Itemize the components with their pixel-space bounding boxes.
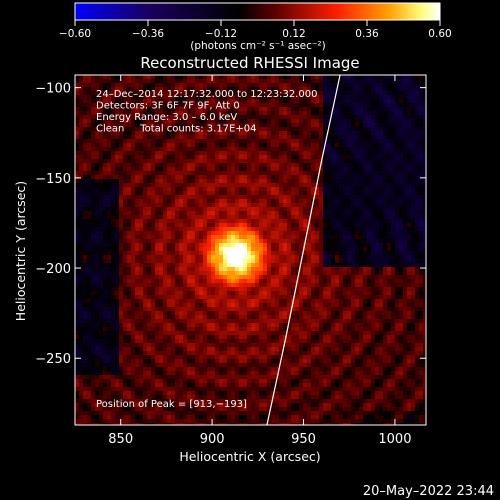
peak-position-label: Position of Peak = [913,−193] — [96, 399, 247, 410]
plot-frame — [74, 74, 427, 426]
x-tick-label: 850 — [108, 432, 133, 447]
colorbar-tick-label: 0.36 — [355, 28, 379, 40]
x-axis-ticks: 850 900 950 1000 — [108, 75, 411, 447]
colorbar-units-label: (photons cm⁻² s⁻¹ asec⁻²) — [190, 40, 325, 52]
colorbar-tick-label: −0.12 — [205, 28, 237, 40]
date-stamp: 20–May–2022 23:44 — [363, 484, 494, 499]
x-axis-title: Heliocentric X (arcsec) — [179, 449, 320, 464]
colorbar-tick-label: 0.60 — [428, 28, 451, 40]
colorbar-ticks: −0.60 −0.36 −0.12 0.12 0.36 0.60 — [59, 20, 452, 40]
colorbar: −0.60 −0.36 −0.12 0.12 0.36 0.60 (photons cm⁻… — [59, 2, 452, 52]
chart-title: Reconstructed RHESSI Image — [140, 54, 359, 72]
solar-limb-line — [266, 75, 341, 425]
colorbar-tick-label: −0.60 — [59, 28, 91, 40]
y-tick-label: −150 — [35, 172, 71, 187]
colorbar-gradient — [74, 2, 441, 21]
y-tick-label: −100 — [35, 82, 71, 97]
y-axis-title: Heliocentric Y (arcsec) — [13, 181, 28, 321]
y-tick-label: −200 — [35, 262, 71, 277]
y-axis-ticks: −100 −150 −200 −250 — [35, 82, 426, 367]
y-tick-label: −250 — [35, 352, 71, 367]
plot-area: 850 900 950 1000 −100 −150 −200 −250 — [35, 74, 427, 447]
x-tick-label: 900 — [200, 432, 225, 447]
colorbar-tick-label: −0.36 — [132, 28, 164, 40]
info-energy-range: Energy Range: 3.0 – 6.0 keV — [96, 112, 237, 123]
x-tick-label: 1000 — [378, 432, 411, 447]
info-time-range: 24–Dec–2014 12:17:32.000 to 12:23:32.000 — [96, 89, 317, 100]
info-detectors: Detectors: 3F 6F 7F 9F, Att 0 — [96, 101, 240, 112]
x-tick-label: 950 — [291, 432, 316, 447]
observation-info: 24–Dec–2014 12:17:32.000 to 12:23:32.000… — [96, 89, 317, 135]
heatmap-cells — [75, 75, 426, 425]
info-total-counts: Clean Total counts: 3.17E+04 — [96, 124, 256, 135]
colorbar-tick-label: 0.12 — [282, 28, 305, 40]
